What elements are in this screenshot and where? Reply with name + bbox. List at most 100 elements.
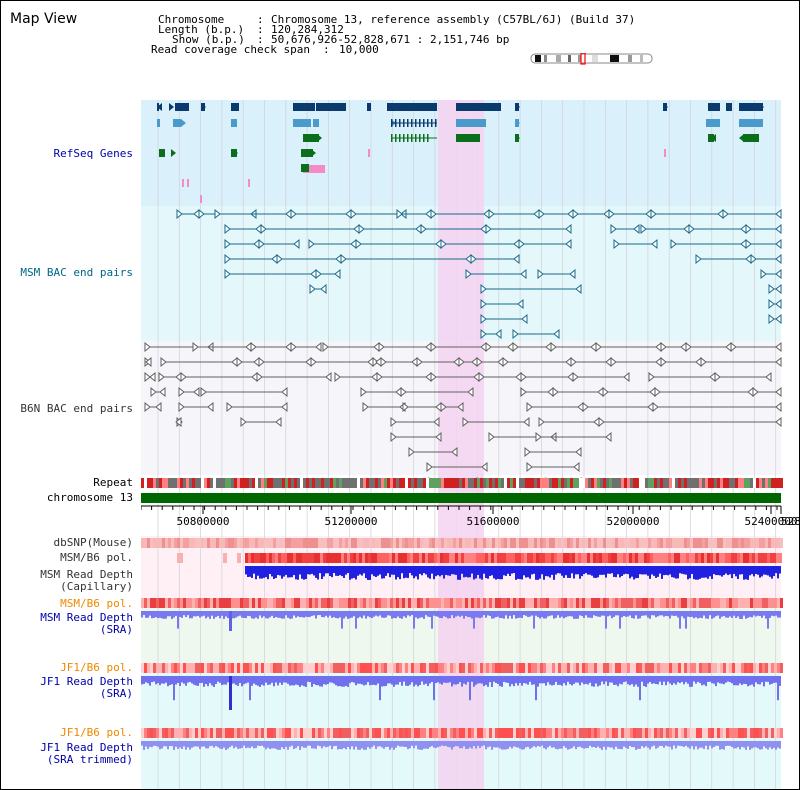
msm-depth-sra-bar [599,611,601,617]
jf1-depth-trim-bar [311,741,313,749]
msm-depth-sra-bar [383,611,385,618]
msm-depth-sra-bar [687,611,689,617]
repeat-block [450,478,453,488]
jf1-depth-trim-bar [651,741,653,747]
jf1-b6-pol-2-track-bin [156,728,159,738]
jf1-depth-sra-bar [185,676,187,686]
jf1-b6-pol-2-track-bin [759,728,762,738]
jf1-depth-sra-bar [675,676,677,685]
jf1-b6-pol-2-track-bin [174,728,177,738]
jf1-depth-trim-bar [751,741,753,749]
jf1-b6-pol-2-track-bin [726,728,729,738]
msm-depth-sra-bar [263,611,265,617]
msm-depth-capillary-bar [459,566,461,580]
dbsnp-track-bin [588,538,591,548]
msm-depth-capillary-bar [759,566,761,578]
repeat-block [729,478,732,488]
jf1-depth-sra-bar [547,676,549,683]
msm-b6-pol-2-track-bin [300,598,303,608]
msm-b6-pol-2-track-bin [414,598,417,608]
jf1-depth-trim-bar [191,741,193,748]
jf1-b6-pol-2-track-bin [339,728,342,738]
msm-depth-sra-bar [499,611,501,619]
dbsnp-track-bin [672,538,675,548]
dbsnp-track-bin [204,538,207,548]
jf1-depth-trim-bar [347,741,349,748]
jf1-depth-sra-bar [497,676,499,684]
msm-b6-pol-2-track-bin [705,598,708,608]
jf1-depth-trim-bar [457,741,459,747]
msm-b6-pol-2-track-bin [330,598,333,608]
b6n-bac-pair-end [207,401,214,413]
msm-b6-pol-2-track-bin [360,598,363,608]
axis-tick-label: 51200000 [325,515,378,528]
gene-feature [456,103,474,111]
dbsnp-track-bin [438,538,441,548]
msm-depth-sra-bar [393,611,395,619]
b6n-bac-pair-end [250,341,257,353]
msm-b6-pol-track-bin [254,553,257,563]
msm-b6-pol-track-bin [344,553,347,563]
repeat-block [528,478,531,488]
b6n-bac-pair-end [290,341,297,353]
jf1-depth-trim-bar [155,741,157,746]
jf1-depth-trim-bar [461,741,463,749]
jf1-b6-pol-track-bin [681,663,684,673]
jf1-b6-pol-2-track-bin [468,728,471,738]
jf1-b6-pol-track-bin [777,663,780,673]
jf1-depth-sra-bar [333,676,335,684]
jf1-b6-pol-2-track-bin [504,728,507,738]
jf1-depth-sra-bar [759,676,761,685]
msm-depth-sra-bar [419,611,421,618]
msm-b6-pol-2-track-bin [324,598,327,608]
msm-depth-sra-bar [333,611,335,618]
msm-depth-capillary-bar [663,566,665,576]
jf1-b6-pol-track-bin [750,663,753,673]
msm-depth-sra-bar [523,611,525,616]
msm-depth-sra-bar [203,611,205,616]
msm-b6-pol-2-track-bin [183,598,186,608]
jf1-depth-trim-bar [315,741,317,749]
jf1-depth-trim-bar [771,741,773,750]
dbsnp-track-bin [639,538,642,548]
jf1-depth-trim-bar [531,741,533,748]
msm-depth-capillary-bar [695,566,697,580]
jf1-depth-sra-bar [267,676,269,685]
msm-depth-capillary-bar [349,566,351,580]
gene-arrow [515,119,520,127]
repeat-block [603,478,606,488]
msm-depth-capillary-bar [567,566,569,578]
jf1-depth-trim-bar [471,741,473,749]
msm-b6-pol-track-bin [596,553,599,563]
jf1-depth-trim-bar [709,741,711,746]
msm-b6-pol-2-track-bin [669,598,672,608]
dbsnp-track-bin [522,538,525,548]
jf1-b6-pol-2-track-bin [153,728,156,738]
dbsnp-track-bin [432,538,435,548]
msm-depth-sra-bar [423,611,425,619]
jf1-depth-sra-bar [357,676,359,684]
jf1-depth-sra-bar [301,676,303,686]
msm-b6-pol-2-track-bin [432,598,435,608]
jf1-depth-sra-bar [371,676,373,685]
jf1-depth-sra-bar [553,676,555,685]
jf1-depth-trim-bar [333,741,335,747]
dbsnp-track-bin [369,538,372,548]
msm-b6-pol-2-track-bin [333,598,336,608]
chromosome-ideogram[interactable] [530,53,654,65]
msm-b6-pol-track [245,553,782,563]
msm-depth-sra-bar [233,611,235,619]
msm-b6-pol-2-track-bin [348,598,351,608]
msm-bac-pair-end [775,298,782,310]
jf1-b6-pol-track-bin [351,663,354,673]
genome-browser-canvas[interactable]: 50800000 51200000 51600000 52000000 52400000… [141,100,799,790]
msm-depth-capillary-bar [741,566,743,575]
msm-b6-pol-track-bin [494,553,497,563]
msm-b6-pol-2-track-bin [750,598,753,608]
jf1-b6-pol-2-track-bin [588,728,591,738]
jf1-depth-trim-bar [747,741,749,747]
msm-depth-sra-bar [443,611,445,617]
msm-depth-sra-bar [611,611,613,619]
jf1-b6-pol-track-bin [375,663,378,673]
msm-depth-capillary-bar [309,566,311,575]
